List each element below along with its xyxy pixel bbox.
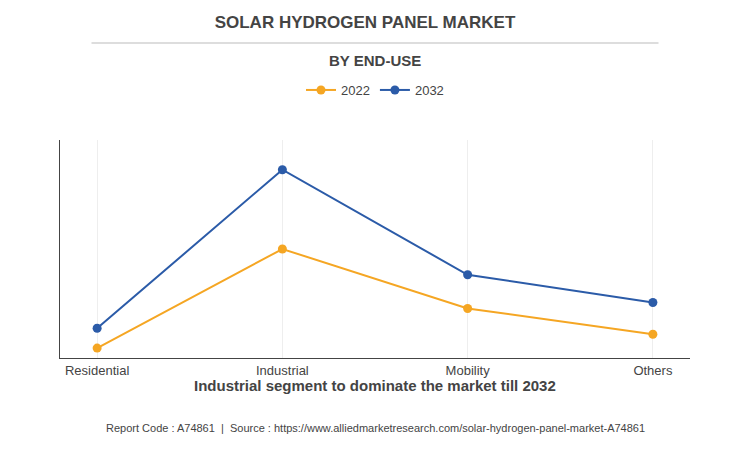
svg-text:2022: 2022	[341, 83, 370, 98]
svg-text:Mobility: Mobility	[446, 363, 491, 378]
svg-text:SOLAR HYDROGEN PANEL MARKET: SOLAR HYDROGEN PANEL MARKET	[215, 13, 516, 32]
svg-text:Residential: Residential	[65, 363, 129, 378]
svg-text:2032: 2032	[415, 83, 444, 98]
svg-text:Others: Others	[633, 363, 673, 378]
svg-text:Industrial segment to dominate: Industrial segment to dominate the marke…	[194, 377, 556, 394]
svg-text:Report Code : A74861 | Sourc: Report Code : A74861 | Source : https://…	[106, 422, 645, 434]
svg-text:Industrial: Industrial	[256, 363, 309, 378]
svg-text:BY END-USE: BY END-USE	[329, 52, 421, 69]
